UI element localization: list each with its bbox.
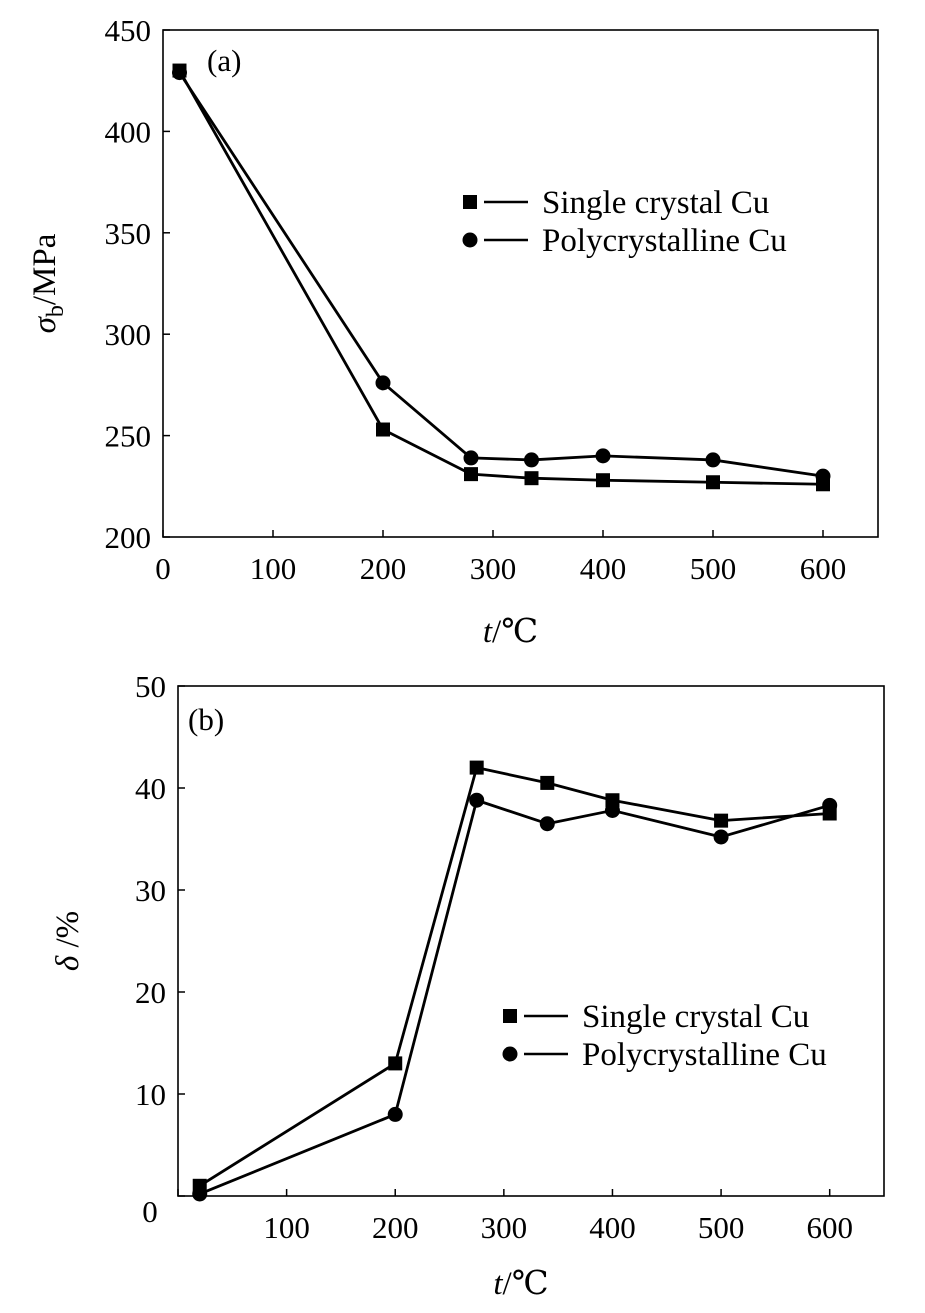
legend-marker-circle (462, 232, 478, 248)
y-tick-label: 40 (135, 771, 166, 806)
data-point-circle (463, 450, 479, 466)
data-point-circle (713, 829, 729, 845)
data-point-circle (595, 448, 611, 464)
data-point-square (714, 813, 729, 828)
series-line-polycrystalline-cu (178, 71, 824, 478)
data-point-square (376, 422, 390, 437)
y-tick-label: 450 (105, 13, 152, 48)
y-tick-label: 50 (135, 669, 166, 704)
data-point-square (596, 473, 610, 488)
x-tick-label: 500 (690, 551, 737, 586)
x-tick-label: 600 (800, 551, 847, 586)
data-point-circle (822, 797, 838, 813)
x-tick-label: 500 (698, 1210, 745, 1245)
data-point-circle (604, 802, 620, 818)
x-axis-label: t/℃ (483, 614, 538, 650)
y-axis-label-unit: /MPa (27, 233, 63, 305)
data-point-circle (705, 452, 721, 468)
x-tick-label: 600 (806, 1210, 853, 1245)
y-tick-label: 30 (135, 873, 166, 908)
legend-marker-square (503, 1009, 517, 1023)
x-tick-label: 100 (263, 1210, 310, 1245)
x-tick-label: 300 (481, 1210, 528, 1245)
x-tick-label: 100 (250, 551, 297, 586)
y-tick-label: 350 (105, 216, 152, 251)
legend-label: Polycrystalline Cu (542, 223, 787, 259)
x-tick-label: 200 (360, 551, 407, 586)
data-point-square (540, 775, 555, 790)
y-axis-label-subscript: b (43, 305, 69, 317)
data-point-circle (815, 468, 831, 484)
x-tick-label: 0 (142, 1194, 158, 1229)
y-tick-label: 20 (135, 975, 166, 1010)
x-axis-label: t/℃ (493, 1266, 548, 1302)
data-point-circle (172, 65, 187, 81)
chart-b: 0 100 200 300 400 500 600 10 20 30 40 50 t/℃ δ /% (b) S… (50, 669, 885, 1302)
data-point-square (706, 475, 720, 490)
data-point-square (469, 760, 484, 775)
plot-frame (177, 685, 885, 1197)
data-point-square (605, 793, 620, 808)
y-tick-label: 400 (105, 114, 152, 149)
x-axis-label-symbol: t (493, 1266, 503, 1302)
x-tick-label: 400 (580, 551, 627, 586)
x-tick-label: 300 (470, 551, 517, 586)
legend-marker-circle (502, 1046, 518, 1062)
plot-frame (162, 29, 879, 538)
x-tick-label: 200 (372, 1210, 419, 1245)
data-point-square (464, 467, 478, 482)
series-line-single-crystal-cu (198, 766, 830, 1187)
series-line-polycrystalline-cu (199, 798, 831, 1196)
panel-label: (a) (207, 43, 241, 78)
x-tick-label: 400 (589, 1210, 636, 1245)
data-point-circle (387, 1106, 403, 1122)
y-axis-label-unit: /% (50, 911, 86, 956)
x-axis-label-symbol: t (483, 614, 493, 650)
data-point-circle (524, 452, 539, 468)
y-tick-label: 200 (105, 520, 152, 555)
data-point-square (524, 471, 539, 486)
y-axis-label-symbol: δ (50, 955, 86, 971)
chart-a: 0 100 200 300 400 500 600 200 250 300 350 400 450 t/℃… (27, 13, 879, 650)
x-tick-label: 0 (155, 551, 171, 586)
data-point-circle (375, 375, 391, 391)
x-axis-label-unit: /℃ (492, 614, 538, 650)
y-axis-label: δ /% (50, 911, 86, 971)
data-point-circle (469, 792, 485, 808)
data-point-circle (539, 816, 555, 832)
legend-label: Single crystal Cu (582, 999, 809, 1035)
legend-marker-square (463, 195, 477, 209)
legend-label: Single crystal Cu (542, 185, 769, 221)
y-tick-label: 250 (105, 419, 152, 454)
y-axis-label-symbol: σ (27, 315, 63, 333)
y-tick-label: 10 (135, 1077, 166, 1112)
y-tick-label: 300 (105, 317, 152, 352)
series-line-single-crystal-cu (178, 69, 824, 486)
panel-label: (b) (188, 702, 224, 737)
y-axis-label: σb/MPa (27, 233, 69, 333)
data-point-circle (192, 1186, 208, 1202)
data-point-square (388, 1056, 403, 1071)
legend-label: Polycrystalline Cu (582, 1037, 827, 1073)
x-axis-label-unit: /℃ (503, 1266, 549, 1302)
